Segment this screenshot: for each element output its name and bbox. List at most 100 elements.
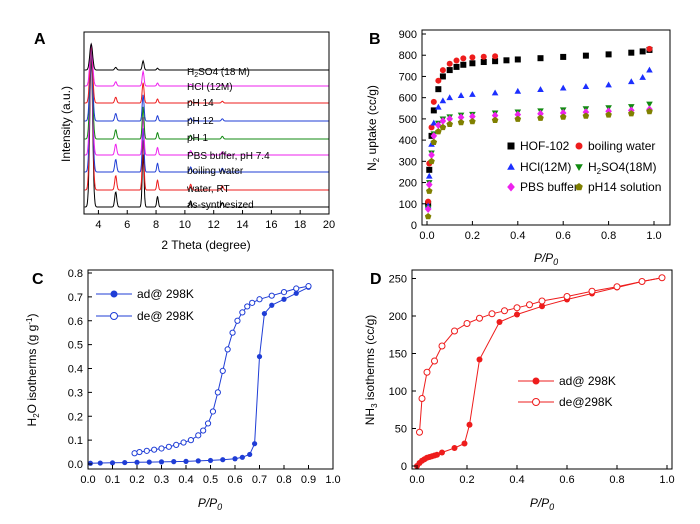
panel-c-point (158, 459, 165, 465)
panel-a-x-tick-label: 16 (265, 219, 277, 231)
panel-b-point (503, 57, 510, 64)
panel-d-legend: ad@ 298K de@298K (518, 374, 616, 409)
panel-c-point (261, 310, 267, 317)
panel-b-point (491, 111, 499, 120)
panel-b-point (537, 55, 544, 62)
panel-b-point (435, 103, 442, 110)
panel-b-y-tick-label: 400 (399, 135, 417, 147)
panel-d-x-tick-label: 0.6 (559, 474, 574, 486)
panel-b-y-tick-label: 0 (411, 220, 417, 232)
panel-c-point (131, 450, 138, 457)
panel-b-point (514, 56, 521, 63)
panel-d-point (461, 440, 468, 447)
panel-c-x-tick-label: 0.5 (203, 474, 218, 486)
panel-d-x-tick-label: 0.2 (459, 474, 474, 486)
panel-d-point (563, 293, 571, 300)
panel-b-legend-label: pH14 solution (588, 180, 661, 194)
panel-d-y-tick-label: 200 (389, 311, 407, 323)
panel-c-point (239, 309, 246, 316)
panel-d-point (431, 357, 438, 365)
panel-c-point (151, 446, 158, 453)
panel-b-y-tick-label: 200 (399, 178, 417, 190)
panel-d-point (434, 451, 440, 458)
panel-d-frame (411, 269, 673, 470)
panel-b-y-tick-label: 500 (399, 114, 417, 126)
panel-b-point (430, 131, 438, 140)
panel-c-legend-marker (110, 312, 118, 320)
panel-b-point (492, 58, 499, 65)
panel-a: A 4 6 8 10 12 14 16 18 20 as-synthesized water, R… (34, 31, 335, 252)
panel-c-x-tick-label: 0.3 (154, 474, 169, 486)
panel-a-trace-label: H2SO4 (18 M) (187, 67, 250, 79)
panel-a-trace-label: boiling water (187, 166, 244, 177)
panel-c-legend-marker (110, 290, 118, 298)
panel-b-legend-marker (575, 142, 583, 150)
panel-b-y-tick-label: 600 (399, 93, 417, 105)
panel-b-point (430, 119, 438, 126)
panel-b-legend: HOF-102 boiling water HCl(12M) H2SO4(18M) PB… (507, 139, 661, 194)
panel-d-point (496, 319, 503, 325)
panel-b-y-ticks: 0 100 200 300 400 500 600 700 800 900 (399, 29, 426, 232)
panel-b-point (425, 172, 433, 179)
panel-c-point (207, 457, 214, 464)
panel-c-point (200, 427, 207, 434)
panel-b-point (559, 84, 567, 91)
panel-b-x-axis-label: P/P0 (534, 251, 558, 267)
panel-a-x-ticks: 4 6 8 10 12 14 16 18 20 (95, 210, 335, 231)
panel-c-line (90, 286, 309, 464)
panel-a-trace-label: as-synthesized (187, 200, 254, 211)
panel-c-point (232, 456, 238, 462)
panel-c-point (109, 460, 116, 466)
panel-a-trace-label: HCl (12M) (187, 82, 233, 93)
panel-d-point (488, 310, 496, 318)
panel-c-point (97, 460, 103, 466)
panel-b-point (428, 151, 435, 159)
panel-b-point (439, 73, 446, 80)
panel-b-point (537, 114, 544, 121)
panel-b-legend-marker (575, 182, 583, 191)
panel-b-point (457, 119, 465, 126)
panel-d-legend-marker (532, 398, 540, 406)
panel-a-x-tick-label: 4 (95, 219, 101, 231)
panel-d-point (638, 278, 646, 285)
panel-c-y-tick-label: 0.4 (68, 364, 83, 376)
panel-b-point (514, 115, 522, 122)
panel-b-x-tick-label: 0.4 (510, 230, 525, 242)
panel-c-frame (87, 269, 334, 470)
panel-b-point (446, 114, 453, 123)
panel-b-point (628, 78, 635, 85)
panel-d-y-tick-label: 150 (389, 349, 407, 361)
panel-a-x-tick-label: 12 (208, 219, 220, 231)
panel-c-y-tick-label: 0.8 (68, 268, 83, 280)
panel-b-point (582, 52, 589, 59)
panel-d-point (539, 303, 545, 310)
panel-a-trace-label: pH 12 (187, 116, 214, 127)
panel-b-legend-label: PBS buffer (520, 180, 578, 194)
panel-b-legend-label: HOF-102 (520, 139, 570, 153)
panel-b-point (425, 198, 432, 205)
panel-b-point (439, 123, 447, 131)
panel-b-x-tick-label: 1.0 (646, 230, 661, 242)
panel-d-point (451, 445, 458, 451)
panel-b-point (424, 205, 432, 213)
panel-b-y-tick-label: 900 (399, 29, 417, 41)
panel-b-letter: B (369, 31, 381, 48)
panel-b-point (514, 110, 522, 119)
panel-c-point (136, 448, 143, 456)
panel-b-point (537, 109, 544, 118)
panel-d-y-axis-label: NH3 isotherms (cc/g) (363, 315, 379, 425)
panel-c-legend: ad@ 298K de@ 298K (96, 287, 194, 323)
panel-c-letter: C (32, 271, 44, 288)
panel-b-point (559, 113, 567, 120)
panel-a-x-tick-label: 14 (236, 219, 248, 231)
panel-a-trace (84, 47, 329, 191)
panel-d-point (466, 421, 473, 428)
panel-b-point (605, 111, 612, 118)
panel-d-point (451, 327, 458, 335)
panel-c-point (204, 420, 212, 427)
panel-c-point (293, 290, 299, 296)
panel-a-trace (84, 45, 329, 122)
panel-d: D 0.0 0.2 0.4 0.6 0.8 1.0 0 50 100 150 200 250 ad@… (363, 269, 675, 512)
panel-b-point (428, 124, 435, 131)
panel-c-point (146, 459, 152, 465)
